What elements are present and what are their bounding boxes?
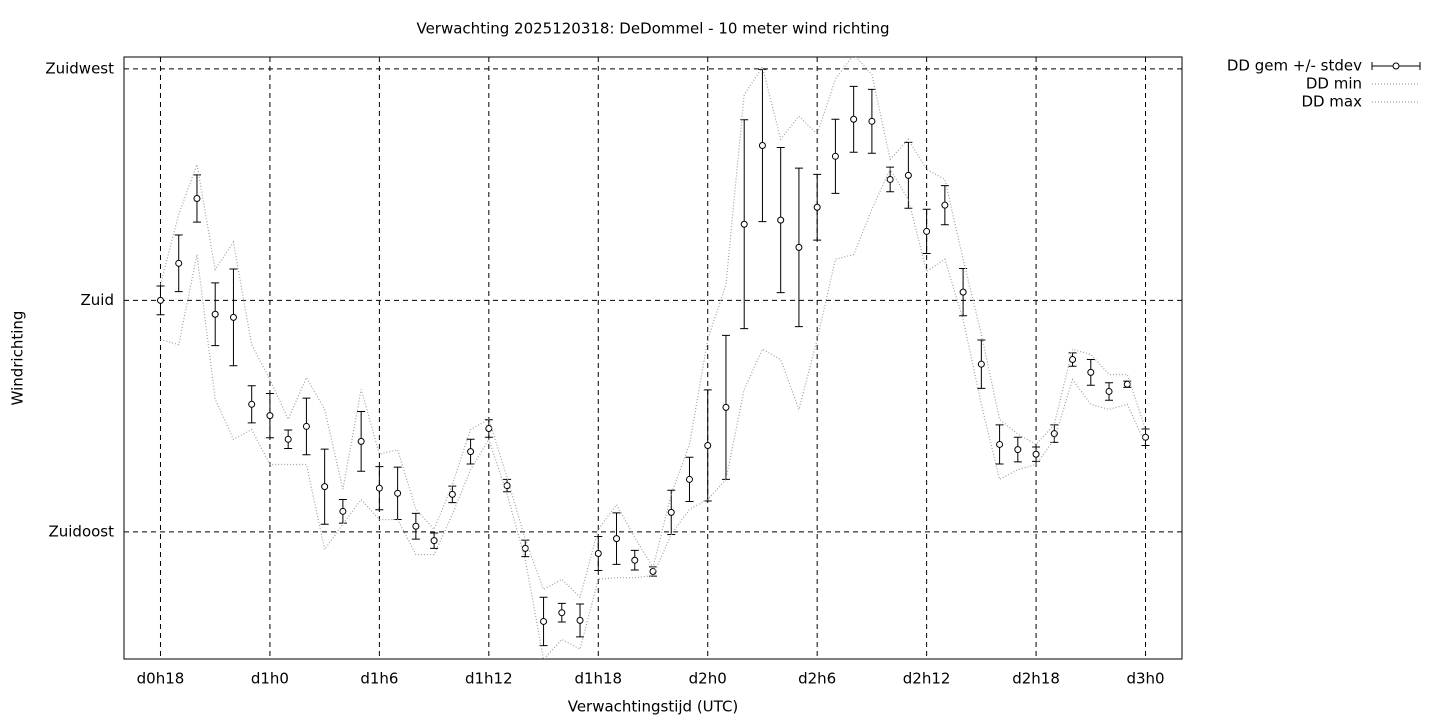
data-point (1123, 380, 1131, 388)
data-point (467, 448, 475, 456)
data-point (394, 489, 402, 497)
data-point (412, 522, 420, 530)
data-point (339, 507, 347, 515)
data-point (977, 360, 985, 368)
x-axis-label: Verwachtingstijd (UTC) (568, 698, 739, 716)
data-point (1014, 446, 1022, 454)
data-point (284, 435, 292, 443)
series-line (159, 57, 1147, 599)
data-point (375, 484, 383, 492)
y-axis-label: Windrichting (9, 311, 27, 406)
data-point (576, 616, 584, 624)
x-tick-label: d2h18 (1012, 670, 1060, 688)
x-tick-label: d1h12 (465, 670, 513, 688)
data-point (831, 152, 839, 160)
x-tick-label: d2h6 (798, 670, 836, 688)
data-point (357, 437, 365, 445)
data-point (904, 171, 912, 179)
x-tick-label: d2h12 (903, 670, 951, 688)
data-point (704, 441, 712, 449)
data-point (485, 424, 493, 432)
data-point (229, 313, 237, 321)
plot-area (156, 57, 1150, 659)
data-point (795, 243, 803, 251)
data-point (211, 310, 219, 318)
data-point (1087, 368, 1095, 376)
x-tick-label: d1h18 (574, 670, 622, 688)
data-point (813, 203, 821, 211)
data-point (1105, 387, 1113, 395)
legend-label: DD max (1301, 93, 1362, 111)
data-point (1069, 356, 1077, 364)
y-tick-label: Zuidwest (45, 59, 114, 77)
data-point (521, 544, 529, 552)
x-tick-label: d1h0 (251, 670, 289, 688)
data-point (448, 490, 456, 498)
data-point (594, 550, 602, 558)
x-tick-label: d2h0 (689, 670, 727, 688)
data-point (193, 194, 201, 202)
chart-title: Verwachting 2025120318: DeDommel - 10 me… (416, 20, 889, 38)
data-point (175, 259, 183, 267)
legend-swatch (1392, 62, 1400, 70)
plot-frame (123, 56, 1183, 660)
data-point (740, 220, 748, 228)
legend-label: DD min (1306, 75, 1362, 93)
data-point (941, 201, 949, 209)
x-tick-label: d0h18 (137, 670, 185, 688)
data-point (631, 556, 639, 564)
x-tick-label: d3h0 (1126, 670, 1164, 688)
data-point (1142, 433, 1150, 441)
data-point (302, 422, 310, 430)
data-point (923, 227, 931, 235)
data-point (1032, 450, 1040, 458)
data-point (685, 475, 693, 483)
series-line (160, 167, 1147, 659)
data-point (850, 115, 858, 123)
legend-label: DD gem +/- stdev (1227, 57, 1362, 75)
data-point (886, 175, 894, 183)
data-point (758, 141, 766, 149)
data-point (156, 296, 164, 304)
data-point (266, 412, 274, 420)
y-tick-label: Zuidoost (48, 522, 114, 540)
data-point (613, 535, 621, 543)
data-point (722, 403, 730, 411)
data-point (430, 537, 438, 545)
data-point (959, 288, 967, 296)
data-point (777, 216, 785, 224)
y-tick-label: Zuid (81, 291, 114, 309)
x-tick-label: d1h6 (360, 670, 398, 688)
data-point (540, 617, 548, 625)
data-point (667, 508, 675, 516)
data-point (321, 483, 329, 491)
data-point (1050, 430, 1058, 438)
data-point (558, 609, 566, 617)
data-point (996, 440, 1004, 448)
data-point (248, 400, 256, 408)
data-point (868, 117, 876, 125)
